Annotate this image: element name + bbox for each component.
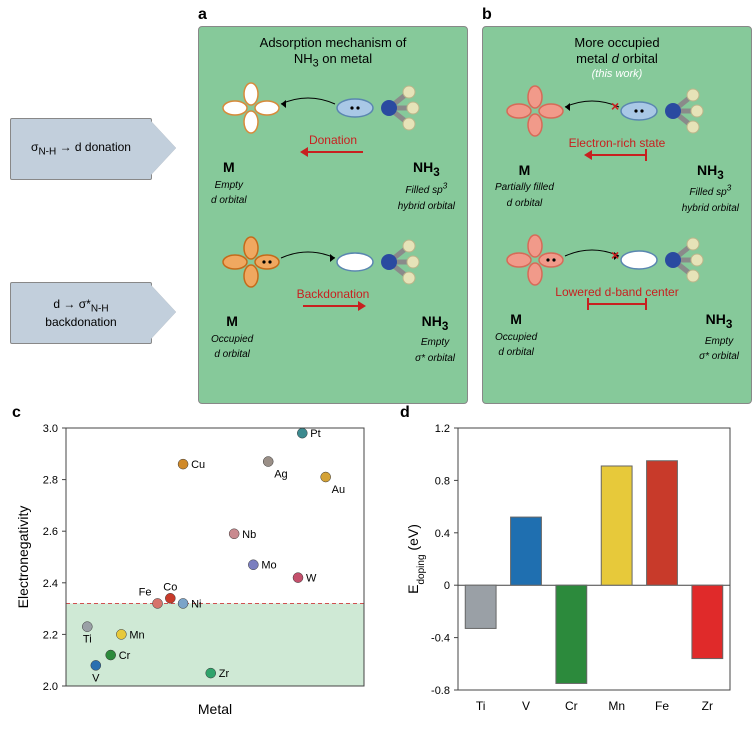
nh3-block2: NH3Emptyσ* orbital (699, 311, 739, 363)
svg-text:2.8: 2.8 (43, 475, 58, 487)
m-block2: MOccupiedd orbital (495, 311, 537, 360)
m-block: MPartially filledd orbital (495, 162, 554, 211)
svg-text:0: 0 (444, 580, 450, 592)
lowered-dband-label: Lowered d-band center (489, 285, 745, 299)
panel-b-top-orbitals: × (489, 84, 745, 138)
sigma-donation-text: σN-H → d donation (31, 140, 131, 157)
svg-text:Co: Co (163, 581, 177, 593)
svg-text:Ti: Ti (83, 634, 92, 646)
svg-text:2.0: 2.0 (43, 681, 58, 693)
panel-a-bottom-orbitals (205, 235, 461, 289)
svg-text:Metal: Metal (198, 701, 232, 717)
svg-text:Cr: Cr (119, 650, 131, 662)
m-block: MEmptyd orbital (211, 159, 247, 208)
cross-icon-2: × (611, 247, 619, 263)
svg-text:W: W (306, 573, 317, 585)
dband-bar-icon (587, 303, 647, 305)
svg-text:1.2: 1.2 (435, 423, 450, 435)
nh3-block: NH3Filled sp3hybrid orbital (398, 159, 455, 213)
svg-text:0.8: 0.8 (435, 475, 450, 487)
svg-text:Fe: Fe (655, 699, 669, 713)
panel-a-top-orbitals (205, 81, 461, 135)
panel-c-chart: 2.0 2.2 2.4 2.6 2.8 3.0 Electronegativity Metal… (12, 420, 374, 720)
svg-text:2.2: 2.2 (43, 629, 58, 641)
svg-text:Nb: Nb (242, 529, 256, 541)
panel-a-title: Adsorption mechanism ofNH3 on metal (205, 35, 461, 71)
svg-text:Au: Au (332, 484, 345, 496)
panel-b-bottom-orbitals: × (489, 233, 745, 287)
svg-text:Zr: Zr (219, 668, 230, 680)
svg-text:Pt: Pt (310, 428, 320, 440)
bar-chart: -0.8 -0.4 0 0.4 0.8 1.2 Ti V Cr Mn Fe Zr Edoping (eV… (400, 420, 740, 720)
svg-text:2.6: 2.6 (43, 526, 58, 538)
backdonation-arrow (303, 305, 363, 307)
scatter-chart: 2.0 2.2 2.4 2.6 2.8 3.0 Electronegativity Metal… (12, 420, 374, 720)
svg-text:Electronegativity: Electronegativity (15, 506, 31, 609)
nh3-block: NH3Filled sp3hybrid orbital (682, 162, 739, 216)
svg-text:V: V (522, 699, 530, 713)
nh3-block2: NH3Emptyσ* orbital (415, 313, 455, 365)
svg-text:0.4: 0.4 (435, 528, 450, 540)
panel-a-label: a (198, 6, 207, 24)
sigma-arrow-icon (150, 120, 176, 176)
panel-d-chart: -0.8 -0.4 0 0.4 0.8 1.2 Ti V Cr Mn Fe Zr Edoping (eV… (400, 420, 740, 720)
electron-rich-label: Electron-rich state (489, 136, 745, 150)
panel-b-subtitle: (this work) (489, 68, 745, 80)
backdonation-label: Backdonation (205, 287, 461, 301)
cross-icon: × (611, 98, 619, 114)
svg-text:Cu: Cu (191, 459, 205, 471)
svg-text:V: V (92, 672, 100, 684)
backdonation-box: d → σ*N-Hbackdonation (10, 282, 152, 344)
panel-a-box: Adsorption mechanism ofNH3 on metal Dona… (198, 26, 468, 404)
backdonation-arrow-icon (150, 284, 176, 340)
svg-text:-0.8: -0.8 (431, 685, 450, 697)
svg-text:Ag: Ag (274, 469, 287, 481)
panel-b-title: More occupiedmetal d orbital (489, 35, 745, 68)
svg-text:Edoping (eV): Edoping (eV) (405, 524, 427, 594)
svg-text:-0.4: -0.4 (431, 633, 450, 645)
svg-text:Zr: Zr (702, 699, 713, 713)
svg-text:Ti: Ti (476, 699, 486, 713)
m-block2: MOccupiedd orbital (211, 313, 253, 362)
svg-text:3.0: 3.0 (43, 423, 58, 435)
backdonation-text: d → σ*N-Hbackdonation (45, 297, 116, 328)
svg-text:Mn: Mn (608, 699, 625, 713)
donation-label: Donation (205, 133, 461, 147)
svg-text:Mn: Mn (129, 629, 144, 641)
panel-b-label: b (482, 6, 492, 24)
svg-text:Fe: Fe (139, 586, 152, 598)
donation-arrow-icon (303, 151, 363, 153)
sigma-donation-box: σN-H → d donation (10, 118, 152, 180)
svg-text:Mo: Mo (261, 560, 276, 572)
panel-b-box: More occupiedmetal d orbital (this work)… (482, 26, 752, 404)
svg-text:2.4: 2.4 (43, 578, 58, 590)
svg-text:Cr: Cr (565, 699, 578, 713)
rich-arrow-icon (587, 154, 647, 156)
svg-text:Ni: Ni (191, 598, 201, 610)
